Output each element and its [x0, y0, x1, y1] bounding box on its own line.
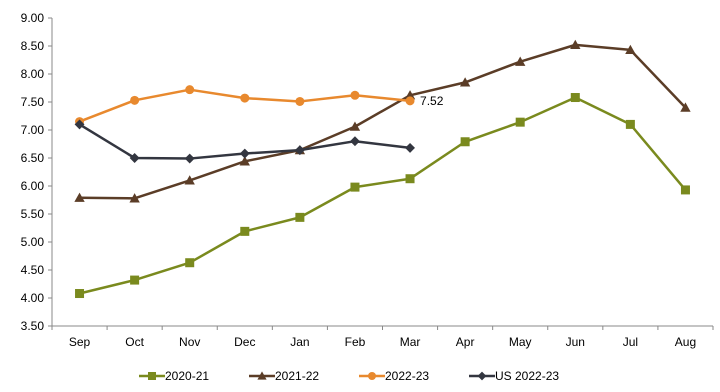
legend: 2020-21 2021-22 2022-23 US 2022-23	[139, 369, 559, 383]
y-tick-label: 7.00	[21, 123, 45, 137]
x-tick-label: Apr	[456, 335, 475, 349]
data-point	[350, 136, 360, 147]
x-tick-label: Sep	[69, 335, 91, 349]
data-point	[239, 148, 250, 159]
data-point	[570, 93, 580, 103]
legend-swatch-marker	[148, 372, 156, 380]
x-tick-label: Dec	[234, 335, 255, 349]
series-line	[79, 43, 687, 200]
annotations: 7.52	[420, 94, 444, 108]
series-1	[75, 93, 690, 299]
legend-label: 2022-23	[385, 369, 429, 383]
data-point	[294, 145, 305, 156]
legend-item: 2022-23	[359, 369, 429, 383]
y-tick-label: 8.00	[21, 67, 45, 81]
x-tick-label: Oct	[125, 335, 144, 349]
data-label: 7.52	[420, 94, 444, 108]
x-tick-label: Jan	[290, 335, 309, 349]
data-point	[515, 56, 526, 66]
x-tick-label: Aug	[675, 335, 696, 349]
legend-swatch-marker	[477, 371, 487, 381]
series-group	[74, 39, 691, 299]
series-3	[75, 85, 415, 127]
data-point	[349, 121, 361, 131]
y-tick-label: 6.00	[21, 179, 45, 193]
x-tick-label: Jul	[623, 335, 638, 349]
data-point	[459, 77, 471, 87]
y-tick-label: 5.50	[21, 207, 45, 221]
data-point	[295, 212, 305, 222]
legend-label: 2021-22	[275, 369, 319, 383]
series-2	[74, 39, 691, 203]
y-tick-label: 4.50	[21, 263, 45, 277]
x-tick-label: Jun	[566, 335, 585, 349]
y-tick-label: 8.50	[21, 39, 45, 53]
data-point	[129, 193, 140, 203]
data-point	[680, 102, 691, 112]
data-point	[185, 258, 195, 268]
legend-label: US 2022-23	[495, 369, 559, 383]
y-tick-label: 6.50	[21, 151, 45, 165]
y-tick-label: 3.50	[21, 319, 45, 333]
data-point	[184, 153, 195, 164]
legend-swatch-marker	[257, 371, 267, 380]
data-point	[240, 93, 250, 103]
y-axis-ticks: 3.50 4.00 4.50 5.00 5.50 6.00 6.50 7.00 7.50 8.00…	[21, 11, 52, 333]
x-axis-ticks: Sep Oct Nov Dec Jan Feb Mar Apr May Jun Jul Aug	[51, 326, 714, 349]
data-point	[130, 95, 140, 105]
y-tick-label: 4.00	[21, 291, 45, 305]
x-tick-label: Mar	[400, 335, 421, 349]
series-4	[74, 119, 415, 164]
data-point	[75, 289, 85, 299]
data-point	[460, 137, 470, 147]
x-tick-label: Nov	[179, 335, 200, 349]
data-point	[405, 96, 415, 106]
legend-item: US 2022-23	[469, 369, 559, 383]
data-point	[295, 96, 305, 106]
x-tick-label: May	[509, 335, 532, 349]
legend-item: 2021-22	[249, 369, 319, 383]
data-point	[240, 226, 250, 236]
data-point	[404, 90, 416, 100]
data-point	[625, 119, 635, 129]
data-point	[405, 142, 415, 153]
data-point	[680, 185, 690, 195]
data-point	[405, 174, 415, 184]
data-point	[129, 153, 140, 163]
axes	[51, 18, 713, 327]
data-point	[239, 156, 250, 166]
data-point	[130, 275, 140, 285]
y-tick-label: 7.50	[21, 95, 45, 109]
legend-swatch-marker	[368, 372, 376, 380]
legend-label: 2020-21	[165, 369, 209, 383]
data-point	[515, 117, 525, 127]
series-line	[79, 96, 687, 295]
data-point	[184, 175, 195, 185]
data-point	[625, 44, 636, 55]
data-point	[350, 182, 360, 192]
y-tick-label: 5.00	[21, 235, 45, 249]
data-point	[570, 39, 581, 50]
data-point	[74, 192, 85, 202]
data-point	[74, 119, 85, 130]
y-tick-label: 9.00	[21, 11, 45, 25]
x-tick-label: Feb	[345, 335, 366, 349]
data-point	[350, 90, 360, 100]
legend-item: 2020-21	[139, 369, 209, 383]
data-point	[185, 85, 195, 95]
